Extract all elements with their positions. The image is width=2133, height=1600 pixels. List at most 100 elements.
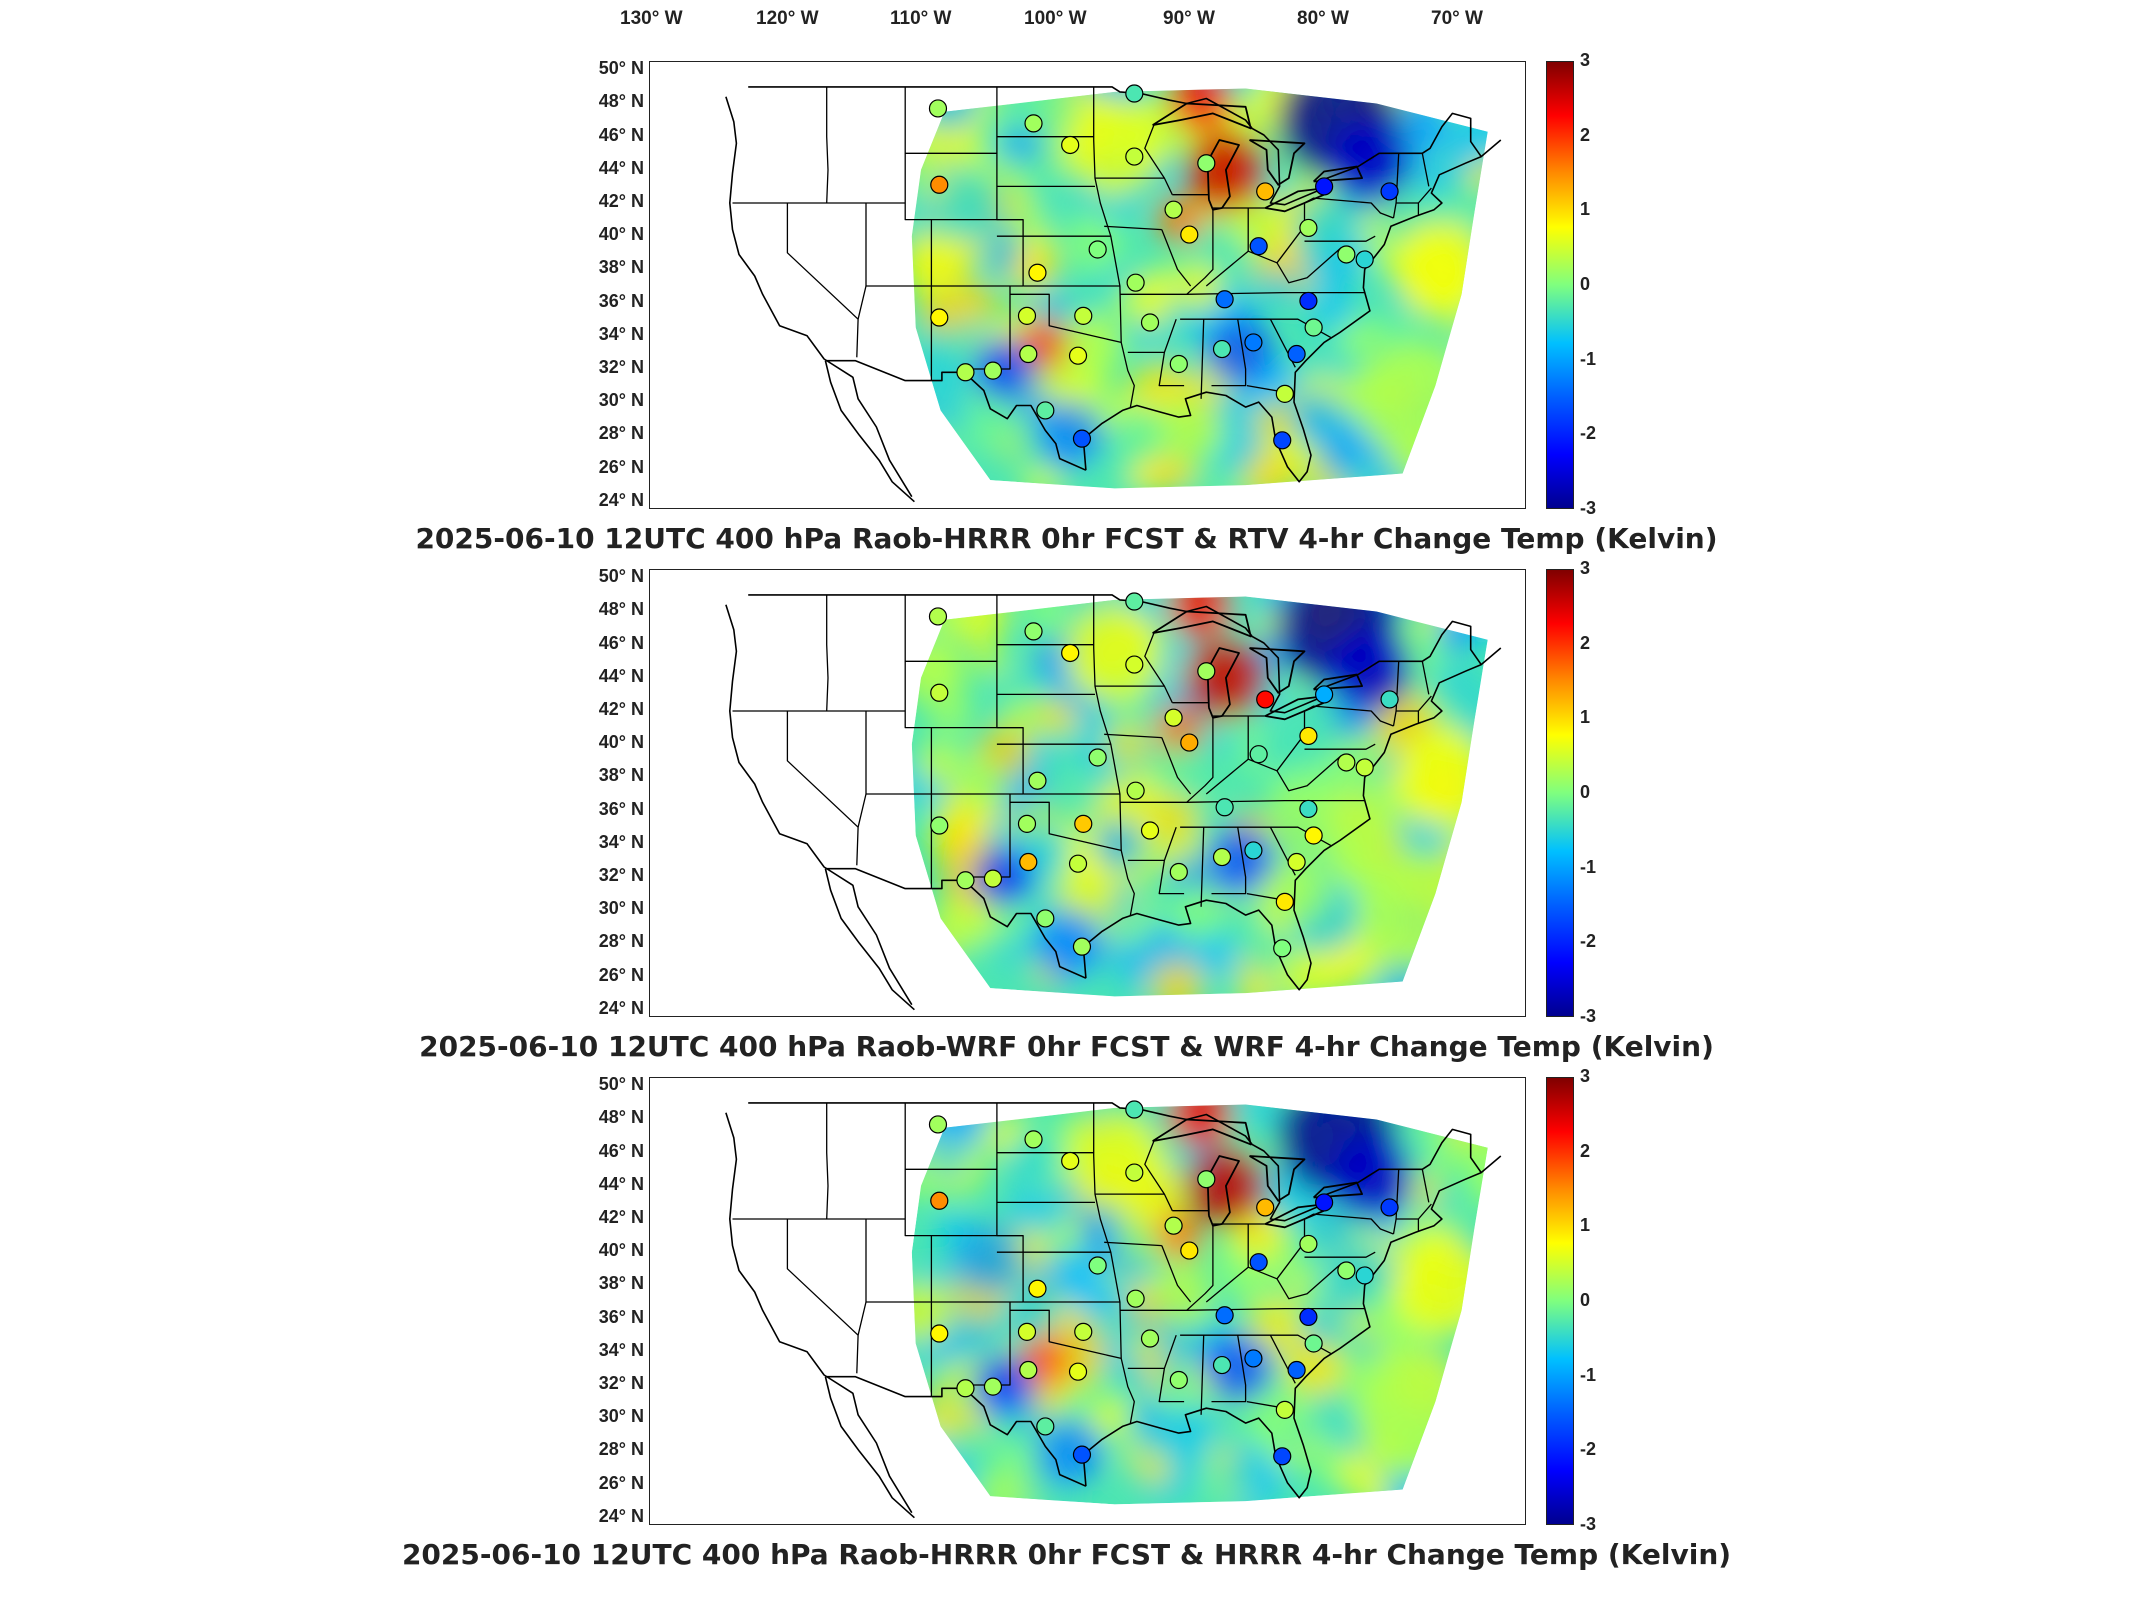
raob-station-marker	[1212, 847, 1232, 867]
latitude-label: 46° N	[598, 1140, 644, 1161]
longitude-axis: 130° W 120° W 110° W 100° W 90° W 80° W …	[0, 8, 2133, 38]
raob-station-marker	[1125, 592, 1144, 611]
raob-station-marker	[930, 1324, 949, 1343]
colorbar-tick-label: -3	[1580, 1514, 1597, 1534]
raob-station-marker	[1180, 1241, 1199, 1260]
raob-station-marker	[956, 363, 975, 382]
colorbar-tick-label: -1	[1580, 348, 1597, 369]
raob-station-marker	[1315, 685, 1334, 704]
longitude-label: 120° W	[756, 8, 819, 29]
raob-station-marker	[930, 683, 949, 702]
raob-station-marker	[1125, 1163, 1144, 1182]
raob-station-marker	[983, 1377, 1003, 1396]
raob-station-marker	[930, 308, 949, 327]
raob-station-marker	[1072, 429, 1092, 448]
raob-station-marker	[1024, 622, 1043, 641]
raob-station-marker	[1299, 1307, 1318, 1327]
latitude-axis: 50° N 48° N 46° N 44° N 42° N 40° N 38° N 36° N…	[560, 558, 644, 1028]
colorbar-tick-label: 1	[1580, 199, 1591, 220]
latitude-label: 34° N	[598, 1339, 644, 1360]
raob-station-marker	[1019, 1360, 1038, 1380]
raob-station-marker	[1299, 218, 1318, 238]
colorbar-tick-label: 3	[1580, 1066, 1591, 1086]
raob-station-marker	[1304, 1334, 1323, 1353]
raob-station-marker	[1273, 431, 1292, 450]
raob-station-marker	[1337, 1261, 1356, 1280]
raob-station-marker	[1244, 1349, 1263, 1368]
raob-station-marker	[1273, 1447, 1292, 1466]
raob-station-marker	[1068, 854, 1088, 873]
raob-station-marker	[983, 361, 1003, 380]
raob-station-marker	[1125, 84, 1144, 103]
raob-station-marker	[1380, 1198, 1399, 1217]
raob-station-marker	[1315, 1193, 1334, 1212]
raob-station-marker	[1169, 1370, 1188, 1390]
colorbar-tick-label: 0	[1580, 1290, 1591, 1310]
raob-station-marker	[1275, 1400, 1294, 1419]
colorbar-tick-label: 1	[1580, 1215, 1591, 1236]
latitude-label: 24° N	[598, 997, 644, 1018]
latitude-label: 44° N	[598, 665, 644, 686]
raob-station-marker	[1140, 313, 1160, 332]
colorbar-tick-label: -1	[1580, 1364, 1597, 1385]
raob-station-marker	[1017, 1322, 1037, 1341]
latitude-label: 46° N	[598, 632, 644, 653]
raob-station-marker	[1164, 200, 1183, 219]
latitude-label: 38° N	[598, 257, 644, 278]
raob-station-marker	[1299, 726, 1318, 746]
latitude-label: 38° N	[598, 1273, 644, 1294]
latitude-label: 44° N	[598, 157, 644, 178]
latitude-label: 40° N	[598, 1240, 644, 1261]
latitude-label: 40° N	[598, 732, 644, 753]
raob-station-marker	[1275, 384, 1294, 403]
latitude-label: 28° N	[598, 931, 644, 952]
raob-station-marker	[1304, 826, 1323, 845]
raob-station-marker	[1019, 344, 1038, 364]
colorbar	[1546, 1077, 1574, 1525]
longitude-label: 130° W	[620, 8, 683, 29]
raob-station-marker	[1088, 1256, 1107, 1275]
raob-station-marker	[1215, 798, 1234, 817]
raob-station-marker	[1126, 781, 1145, 800]
latitude-label: 32° N	[598, 1372, 644, 1393]
colorbar-tick-label: -2	[1580, 423, 1597, 444]
latitude-label: 28° N	[598, 1439, 644, 1460]
colorbar-tick-label: 1	[1580, 707, 1591, 728]
raob-station-marker	[1197, 1170, 1216, 1189]
raob-station-marker	[956, 871, 975, 890]
raob-station-marker	[1304, 318, 1323, 337]
latitude-label: 30° N	[598, 898, 644, 919]
raob-station-marker	[1180, 733, 1199, 752]
raob-station-marker	[1028, 263, 1047, 282]
raob-station-marker	[1068, 346, 1088, 365]
longitude-label: 80° W	[1297, 8, 1349, 29]
raob-station-marker	[1164, 1216, 1183, 1235]
raob-station-marker	[1287, 1360, 1306, 1380]
raob-station-marker	[1212, 339, 1232, 359]
raob-station-marker	[1337, 753, 1356, 772]
latitude-label: 32° N	[598, 864, 644, 885]
raob-station-marker	[1212, 1355, 1232, 1375]
map-area	[649, 1077, 1526, 1525]
latitude-label: 46° N	[598, 124, 644, 145]
raob-station-marker	[1249, 237, 1268, 256]
raob-station-marker	[1256, 1198, 1275, 1217]
latitude-label: 24° N	[598, 489, 644, 510]
raob-station-marker	[1337, 245, 1356, 264]
raob-station-marker	[1024, 114, 1043, 133]
latitude-label: 28° N	[598, 423, 644, 444]
latitude-label: 26° N	[598, 964, 644, 985]
raob-station-marker	[1355, 1266, 1374, 1285]
latitude-label: 36° N	[598, 798, 644, 819]
raob-station-marker	[1215, 1306, 1234, 1325]
raob-station-marker	[1380, 182, 1399, 201]
colorbar	[1546, 569, 1574, 1017]
raob-station-marker	[1299, 799, 1318, 819]
colorbar-tick-label: 2	[1580, 632, 1591, 653]
latitude-axis: 50° N 48° N 46° N 44° N 42° N 40° N 38° N 36° N…	[560, 50, 644, 520]
raob-station-marker	[1036, 401, 1055, 420]
raob-station-marker	[1256, 690, 1275, 709]
raob-station-marker	[1169, 862, 1188, 882]
longitude-label: 100° W	[1024, 8, 1087, 29]
raob-station-marker	[1249, 745, 1268, 764]
